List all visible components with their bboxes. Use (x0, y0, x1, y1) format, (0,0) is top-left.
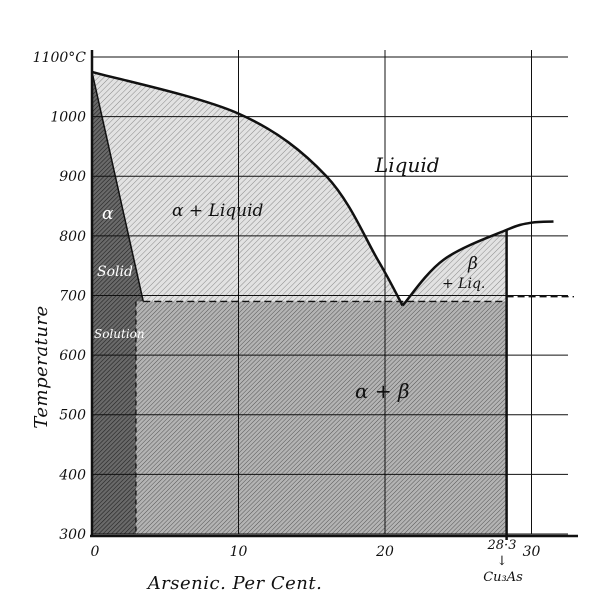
grid-lines (92, 50, 568, 535)
y-axis-title: Temperature (31, 305, 52, 428)
alpha-beta-region (135, 301, 507, 534)
compound-composition-label: 28·3 (487, 538, 517, 553)
label-beta: β (467, 254, 478, 274)
label-solution: Solution (94, 327, 145, 341)
y-tick-label: 500 (59, 408, 86, 424)
label-liquid: Liquid (374, 153, 440, 177)
y-tick-label: 600 (59, 348, 86, 364)
y-tick-label: 1000 (50, 110, 86, 126)
x-tick-label: 10 (230, 544, 248, 560)
compound-formula-label: Cu₃As (483, 570, 523, 585)
x-tick-label: 0 (91, 544, 100, 560)
label-alpha-liquid: α + Liquid (172, 201, 264, 221)
x-tick-label: 20 (375, 544, 394, 560)
phase-boundaries (91, 70, 574, 540)
beta-liquid-region (402, 229, 507, 306)
label-alpha-beta: α + β (355, 379, 410, 403)
label-solid: Solid (97, 264, 133, 280)
x-tick-label: 30 (523, 544, 541, 560)
label-alpha: α (102, 204, 114, 224)
y-tick-label: 300 (59, 527, 86, 543)
x-axis-title: Arsenic. Per Cent. (146, 573, 323, 594)
x-tick-labels: 0 10 20 30 (91, 544, 541, 560)
solidus-line (91, 71, 145, 302)
y-tick-labels: 300 400 500 600 700 800 900 1000 1100°C (33, 50, 87, 543)
y-tick-label: 900 (59, 169, 86, 185)
label-beta-liq: + Liq. (442, 276, 485, 292)
alpha-liquid-region (92, 71, 403, 306)
compound-arrow-icon: ↓ (497, 554, 508, 569)
y-tick-label: 1100°C (33, 50, 87, 66)
shaded-regions (92, 71, 507, 535)
alpha-solid-solution-region (92, 71, 144, 535)
y-tick-label: 700 (59, 288, 86, 304)
liquidus-curve-left (91, 70, 404, 307)
y-tick-label: 800 (59, 229, 86, 245)
axis-frame (90, 50, 578, 538)
y-tick-label: 400 (58, 467, 86, 483)
